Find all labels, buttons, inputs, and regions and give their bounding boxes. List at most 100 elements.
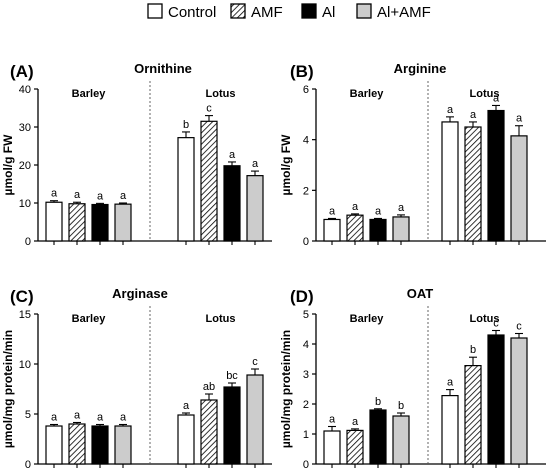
y-tick-label: 2 (303, 399, 309, 411)
bar (487, 109, 505, 242)
bar (369, 409, 387, 465)
group-label: Barley (72, 313, 107, 325)
significance-letter: bc (226, 370, 238, 382)
y-tick-label: 2 (303, 185, 309, 197)
bar (114, 425, 132, 465)
significance-letter: a (398, 202, 405, 214)
significance-letter: a (97, 190, 104, 202)
y-tick-label: 4 (303, 135, 309, 147)
bar (510, 135, 528, 242)
significance-letter: a (120, 412, 127, 424)
bar (91, 203, 109, 242)
bar (177, 414, 195, 465)
bar (45, 425, 63, 465)
bar (200, 399, 218, 465)
y-tick-label: 0 (303, 459, 309, 471)
bar (369, 218, 387, 242)
y-tick-label: 1 (303, 429, 309, 441)
group-label: Barley (72, 88, 107, 100)
y-tick-label: 0 (25, 236, 31, 248)
group-label: Lotus (470, 88, 500, 100)
bar (346, 214, 364, 242)
significance-letter: a (375, 205, 382, 217)
y-tick-label: 10 (19, 359, 31, 371)
significance-letter: a (51, 412, 58, 424)
y-tick-label: 4 (303, 339, 309, 351)
legend-swatch-2 (301, 3, 317, 19)
legend-label-0: Control (168, 4, 216, 21)
panel-label: (A) (10, 62, 34, 81)
significance-letter: a (120, 190, 127, 202)
panel-label: (C) (10, 287, 34, 306)
significance-letter: a (74, 410, 81, 422)
y-tick-label: 3 (303, 369, 309, 381)
bar (441, 395, 459, 465)
y-tick-label: 15 (19, 309, 31, 321)
bar (323, 430, 341, 465)
y-axis-label: µmol/mg protein/min (279, 330, 293, 448)
y-tick-label: 10 (19, 198, 31, 210)
significance-letter: a (352, 416, 359, 428)
legend-swatch-0 (147, 3, 163, 19)
group-label: Lotus (470, 313, 500, 325)
bar (487, 334, 505, 465)
legend-label-1: AMF (251, 4, 283, 21)
significance-letter: a (352, 201, 359, 213)
significance-letter: a (329, 205, 336, 217)
significance-letter: a (329, 414, 336, 426)
significance-letter: c (516, 321, 522, 333)
significance-letter: a (97, 412, 104, 424)
significance-letter: c (206, 103, 212, 115)
significance-letter: a (229, 149, 236, 161)
legend-label-3: Al+AMF (377, 4, 431, 21)
panel-3: (D) OAT µmol/mg protein/min 0 1 2 3 4 5 Barley a a b… (279, 286, 546, 471)
y-tick-label: 0 (303, 236, 309, 248)
significance-letter: b (375, 396, 381, 408)
y-tick-label: 5 (303, 309, 309, 321)
bar (223, 165, 241, 242)
significance-letter: a (493, 92, 500, 104)
significance-letter: c (252, 356, 258, 368)
bar (68, 423, 86, 465)
group-label: Barley (350, 88, 385, 100)
bar (246, 175, 264, 242)
legend-swatch-3 (356, 3, 372, 19)
significance-letter: a (252, 158, 259, 170)
bar (346, 429, 364, 465)
panel-label: (B) (290, 62, 314, 81)
chart-title: OAT (407, 286, 434, 301)
significance-letter: a (447, 104, 454, 116)
significance-letter: b (183, 119, 189, 131)
significance-letter: c (493, 318, 499, 330)
bar (91, 425, 109, 465)
y-tick-label: 5 (25, 409, 31, 421)
significance-letter: a (51, 188, 58, 200)
chart-title: Arginase (112, 286, 168, 301)
bar (441, 121, 459, 242)
y-axis-label: µmol/g FW (279, 134, 293, 196)
y-axis-label: µmol/mg protein/min (1, 330, 15, 448)
y-tick-label: 30 (19, 122, 31, 134)
bar (323, 218, 341, 242)
legend-label-2: Al (322, 4, 335, 21)
significance-letter: a (447, 377, 454, 389)
bar (464, 126, 482, 242)
panel-0: (A) Ornithine µmol/g FW 0 10 20 30 40 Barley a a a a… (1, 61, 272, 248)
legend-swatch-1 (230, 3, 246, 19)
chart-title: Ornithine (134, 61, 192, 76)
bar (68, 203, 86, 242)
y-tick-label: 0 (25, 459, 31, 471)
y-tick-label: 20 (19, 160, 31, 172)
significance-letter: b (470, 344, 476, 356)
chart-title: Arginine (394, 61, 447, 76)
significance-letter: a (183, 400, 190, 412)
bar (464, 365, 482, 465)
bar (45, 201, 63, 242)
bar (177, 137, 195, 242)
y-axis-label: µmol/g FW (1, 134, 15, 196)
group-label: Barley (350, 313, 385, 325)
bar (392, 415, 410, 465)
significance-letter: a (74, 189, 81, 201)
